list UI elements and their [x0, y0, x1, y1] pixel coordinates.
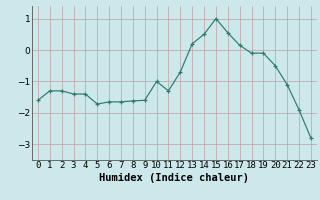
- X-axis label: Humidex (Indice chaleur): Humidex (Indice chaleur): [100, 173, 249, 183]
